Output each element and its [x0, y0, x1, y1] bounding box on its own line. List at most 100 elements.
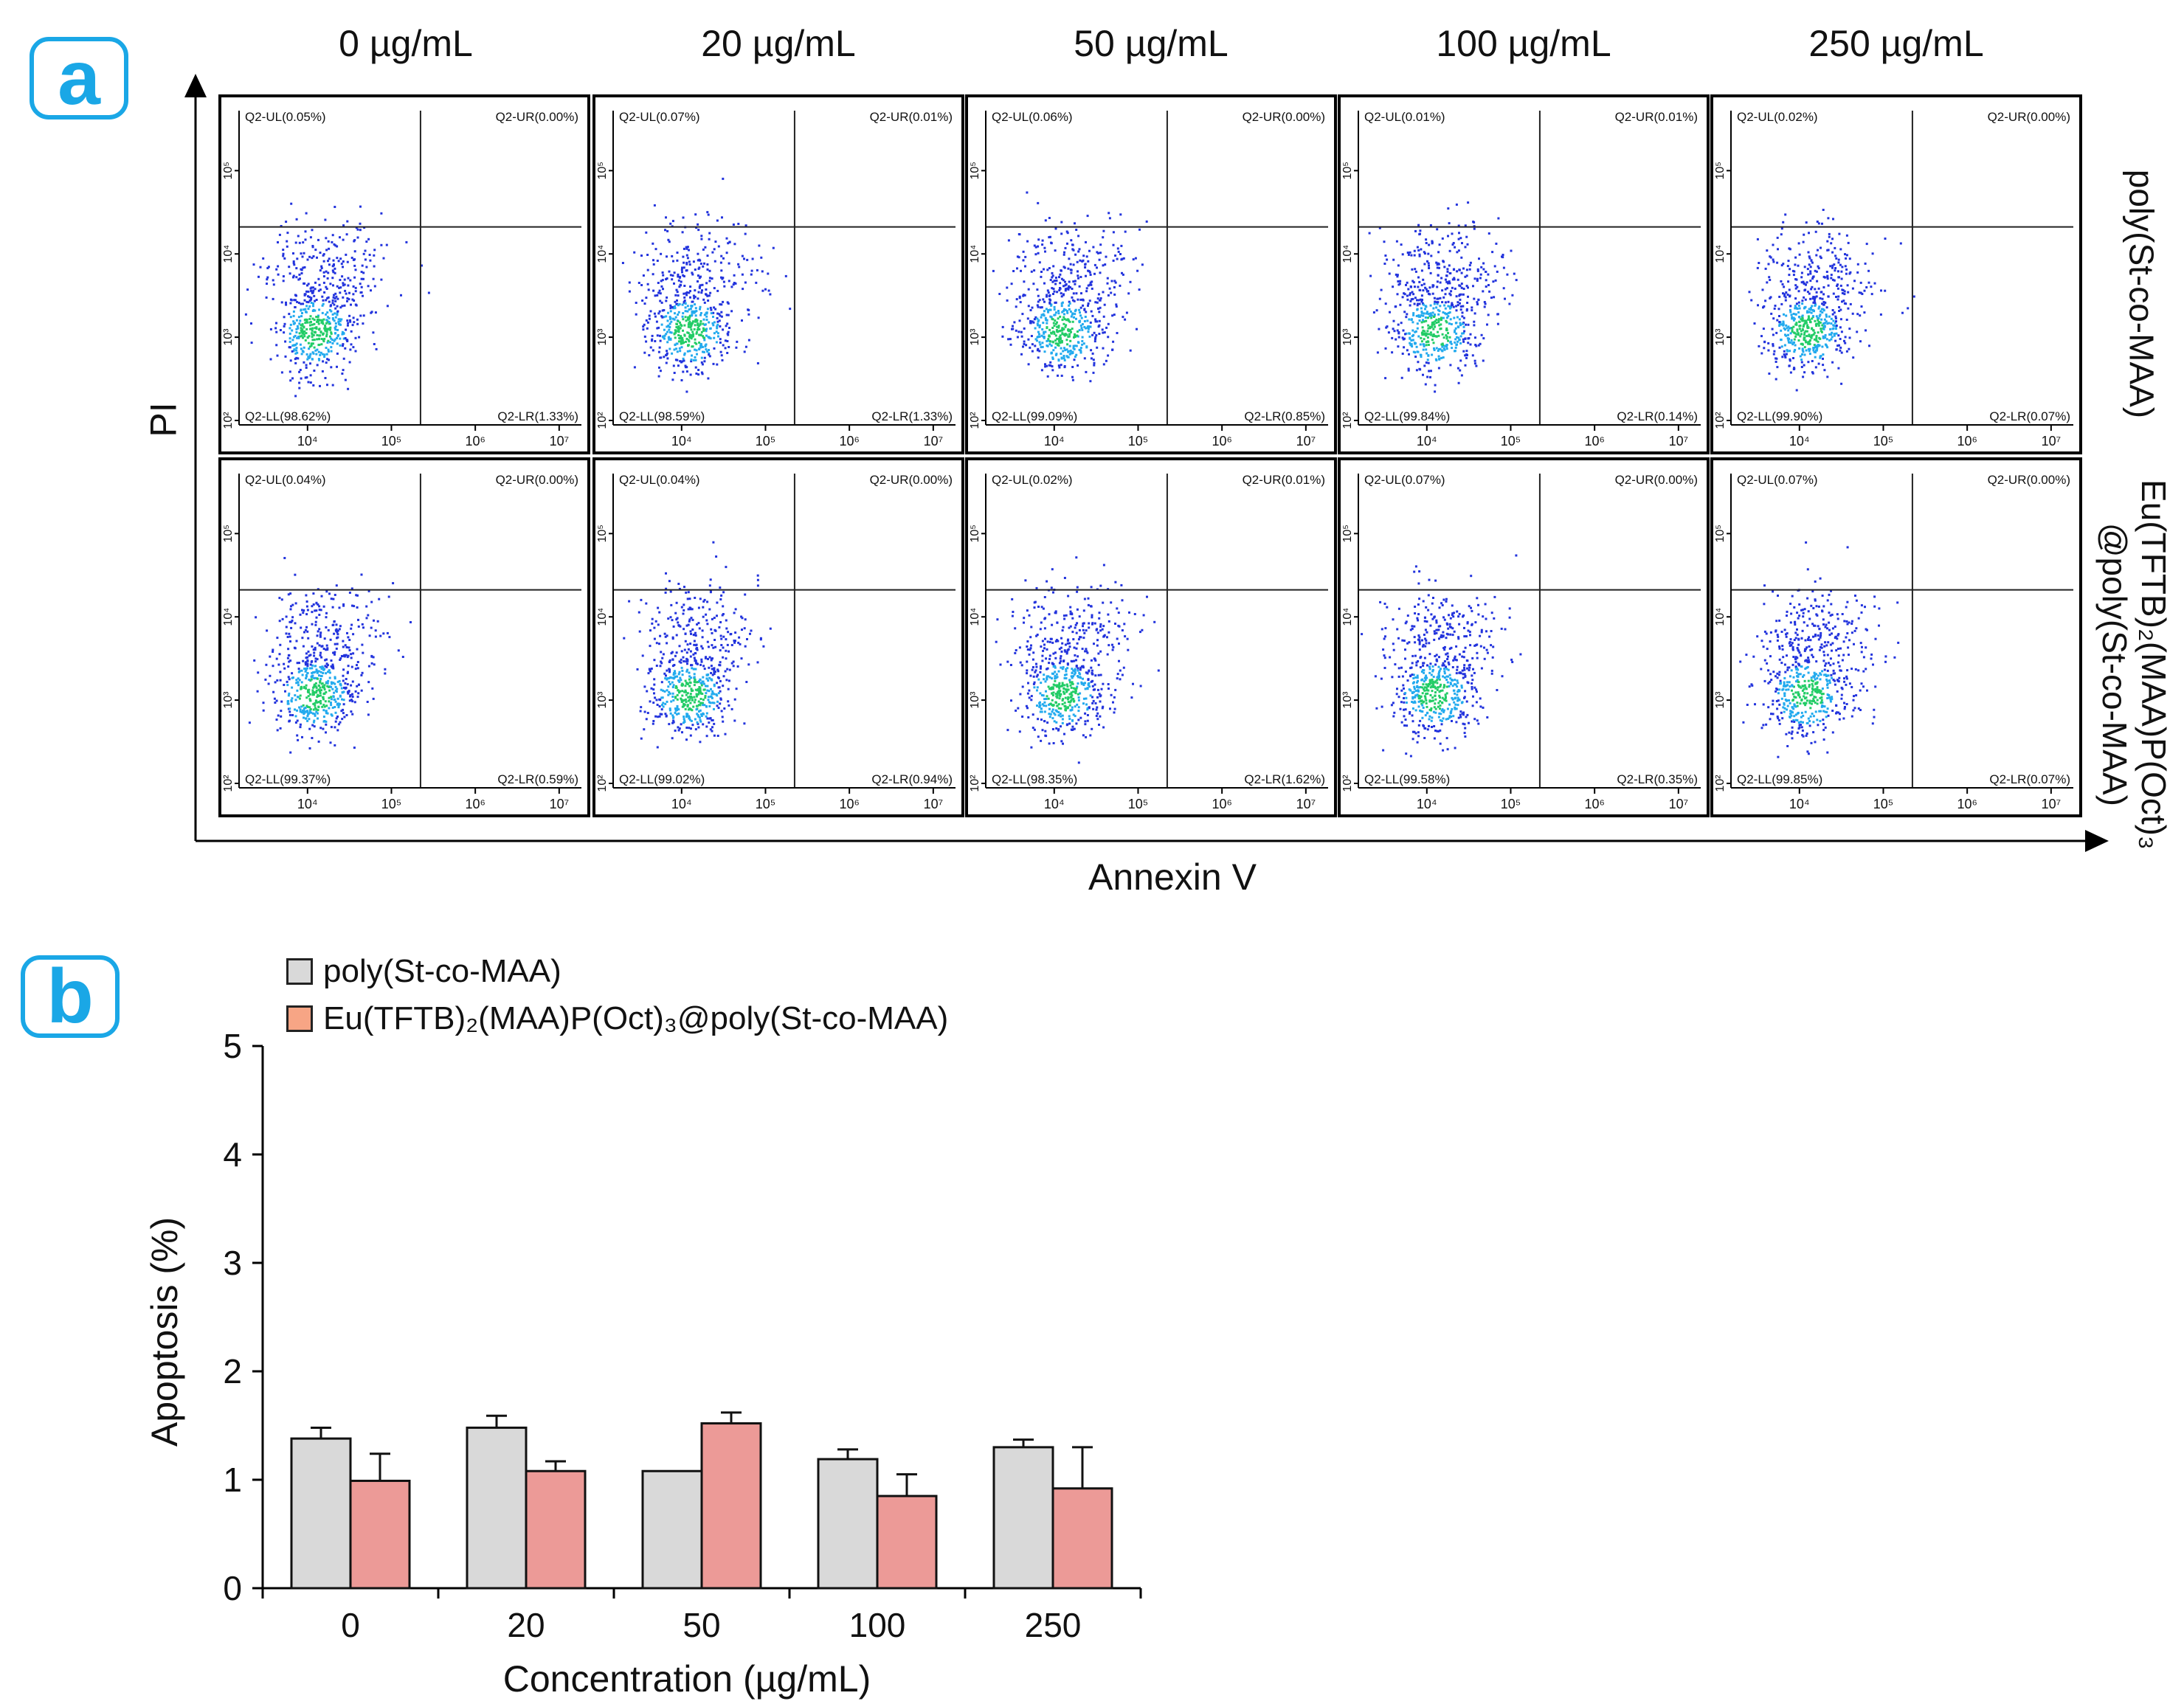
legend-label-eu: Eu(TFTB)₂(MAA)P(Oct)₃@poly(St-co-MAA): [323, 1000, 949, 1036]
quadrant-ll-label: Q2-LL(98.59%): [619, 409, 705, 423]
flow-x-tick-label: 10⁴: [1044, 797, 1065, 811]
flow-y-tick-label: 10⁴: [1714, 608, 1727, 626]
quadrant-ul-label: Q2-UL(0.07%): [1737, 473, 1818, 487]
flow-plot-frame: [965, 457, 1337, 817]
pi-axis-arrow: [184, 74, 207, 97]
flow-dots: [1361, 554, 1522, 758]
bar-polymer-20: [466, 1426, 528, 1590]
quadrant-lr-label: Q2-LR(1.62%): [1244, 772, 1325, 786]
flow-y-tick-label: 10⁵: [1714, 162, 1727, 179]
flow-plot-frame: [965, 94, 1337, 454]
flow-y-tick-label: 10⁴: [969, 245, 981, 263]
flow-x-tick-label: 10⁴: [297, 797, 318, 811]
flow-plot-r0-c0: Q2-UL(0.05%) Q2-UR(0.00%) Q2-LL(98.62%) Q2-…: [218, 94, 590, 454]
bar-eu-0: [349, 1479, 411, 1590]
flow-y-tick-label: 10⁵: [222, 524, 235, 542]
flow-y-tick-label: 10³: [222, 328, 235, 346]
quadrant-ur-label: Q2-UR(0.01%): [1615, 110, 1698, 124]
flow-plot-frame: [218, 94, 590, 454]
quadrant-lr-label: Q2-LR(0.14%): [1617, 409, 1698, 423]
pi-axis-label: PI: [142, 402, 184, 437]
flow-plot-r0-c1: Q2-UL(0.07%) Q2-UR(0.01%) Q2-LL(98.59%) Q2-…: [592, 94, 964, 454]
flow-y-tick-label: 10²: [222, 775, 235, 792]
quadrant-ul-label: Q2-UL(0.02%): [1737, 110, 1818, 124]
flow-y-tick-label: 10⁵: [969, 162, 981, 179]
flow-x-tick-label: 10⁷: [550, 797, 570, 811]
quadrant-ul-label: Q2-UL(0.05%): [245, 110, 326, 124]
flow-y-tick-label: 10⁵: [596, 162, 609, 179]
flow-y-tick-label: 10⁴: [596, 608, 609, 626]
flow-x-tick-label: 10⁷: [1669, 797, 1689, 811]
flow-y-tick-label: 10²: [969, 412, 981, 429]
bar-x-tick-label: 250: [1025, 1606, 1082, 1644]
legend-label-polymer: poly(St-co-MAA): [323, 953, 561, 989]
flow-plot-frame: [1338, 457, 1710, 817]
flow-y-tick-label: 10²: [1341, 412, 1354, 429]
flow-y-tick-label: 10⁴: [1341, 608, 1354, 626]
bar-x-tick-label: 100: [849, 1606, 906, 1644]
row-label-eu-polymer: Eu(TFTB)₂(MAA)P(Oct)₃ @poly(St-co-MAA): [2095, 443, 2173, 886]
quadrant-lr-label: Q2-LR(0.35%): [1617, 772, 1698, 786]
quadrant-ur-label: Q2-UR(0.00%): [1988, 110, 2070, 124]
flow-plot-r1-c2: Q2-UL(0.02%) Q2-UR(0.01%) Q2-LL(98.35%) Q2-…: [965, 457, 1337, 817]
flow-x-tick-label: 10⁶: [839, 797, 859, 811]
quadrant-ur-label: Q2-UR(0.00%): [1615, 473, 1698, 487]
flow-x-tick-label: 10⁷: [1296, 797, 1316, 811]
flow-y-tick-label: 10⁵: [1341, 162, 1354, 179]
flow-x-tick-label: 10⁶: [1957, 797, 1977, 811]
quadrant-lr-label: Q2-LR(0.85%): [1244, 409, 1325, 423]
flow-y-tick-label: 10²: [596, 412, 609, 429]
panel-a-tag: a: [30, 35, 128, 121]
quadrant-lr-label: Q2-LR(1.33%): [497, 409, 578, 423]
flow-x-tick-label: 10⁴: [1044, 434, 1065, 448]
flow-x-tick-label: 10⁵: [1501, 797, 1521, 811]
flow-x-tick-label: 10⁵: [1873, 434, 1893, 448]
annexin-axis-arrow: [2085, 830, 2109, 852]
flow-x-tick-label: 10⁵: [1128, 434, 1148, 448]
flow-y-tick-label: 10²: [222, 412, 235, 429]
flow-plot-frame: [218, 457, 590, 817]
flow-plot-r1-c1: Q2-UL(0.04%) Q2-UR(0.00%) Q2-LL(99.02%) Q2-…: [592, 457, 964, 817]
legend-item-eu: Eu(TFTB)₂(MAA)P(Oct)₃@poly(St-co-MAA): [286, 1000, 948, 1037]
flow-x-tick-label: 10⁵: [1128, 797, 1148, 811]
flow-y-tick-label: 10⁴: [1714, 245, 1727, 263]
quadrant-ul-label: Q2-UL(0.02%): [992, 473, 1073, 487]
flow-plot-r1-c0: Q2-UL(0.04%) Q2-UR(0.00%) Q2-LL(99.37%) Q2-…: [218, 457, 590, 817]
quadrant-ul-label: Q2-UL(0.07%): [1364, 473, 1445, 487]
flow-plot-r1-c4: Q2-UL(0.07%) Q2-UR(0.00%) Q2-LL(99.85%) Q2-…: [1710, 457, 2082, 817]
flow-x-tick-label: 10⁶: [1212, 434, 1231, 448]
quadrant-ur-label: Q2-UR(0.01%): [1243, 473, 1325, 487]
quadrant-ll-label: Q2-LL(99.09%): [992, 409, 1077, 423]
flow-dots: [244, 202, 430, 398]
quadrant-lr-label: Q2-LR(0.07%): [1989, 772, 2070, 786]
flow-dots: [1748, 209, 1915, 392]
legend-item-polymer: poly(St-co-MAA): [286, 953, 561, 990]
flow-y-tick-label: 10⁴: [222, 608, 235, 626]
flow-plot-r0-c3: Q2-UL(0.01%) Q2-UR(0.01%) Q2-LL(99.84%) Q2-…: [1338, 94, 1710, 454]
flow-y-tick-label: 10³: [222, 691, 235, 709]
flow-dots: [1739, 541, 1900, 758]
quadrant-ur-label: Q2-UR(0.00%): [1988, 473, 2070, 487]
flow-x-tick-label: 10⁶: [1584, 434, 1604, 448]
flow-dots: [1368, 201, 1518, 393]
flow-y-tick-label: 10²: [1341, 775, 1354, 792]
bar-eu-250: [1051, 1487, 1113, 1590]
flow-y-tick-label: 10⁵: [1714, 524, 1727, 542]
flow-y-tick-label: 10³: [1714, 328, 1727, 346]
quadrant-ur-label: Q2-UR(0.00%): [496, 110, 578, 124]
flow-y-tick-label: 10⁴: [596, 245, 609, 263]
quadrant-ll-label: Q2-LL(99.37%): [245, 772, 331, 786]
conc-header-100: 100 µg/mL: [1436, 23, 1611, 64]
bar-x-axis-label: Concentration (µg/mL): [503, 1658, 871, 1700]
bar-x-tick-label: 20: [507, 1606, 545, 1644]
flow-x-tick-label: 10⁶: [465, 797, 485, 811]
flow-y-tick-label: 10³: [1714, 691, 1727, 709]
bar-polymer-50: [641, 1469, 703, 1590]
flow-x-tick-label: 10⁶: [465, 434, 485, 448]
flow-plot-r0-c4: Q2-UL(0.02%) Q2-UR(0.00%) Q2-LL(99.90%) Q2-…: [1710, 94, 2082, 454]
flow-x-tick-label: 10⁷: [1296, 434, 1316, 448]
flow-plots: Q2-UL(0.05%) Q2-UR(0.00%) Q2-LL(98.62%) Q2-…: [218, 94, 2082, 817]
flow-dots: [248, 557, 412, 754]
flow-y-tick-label: 10³: [596, 691, 609, 709]
flow-x-tick-label: 10⁶: [1212, 797, 1231, 811]
